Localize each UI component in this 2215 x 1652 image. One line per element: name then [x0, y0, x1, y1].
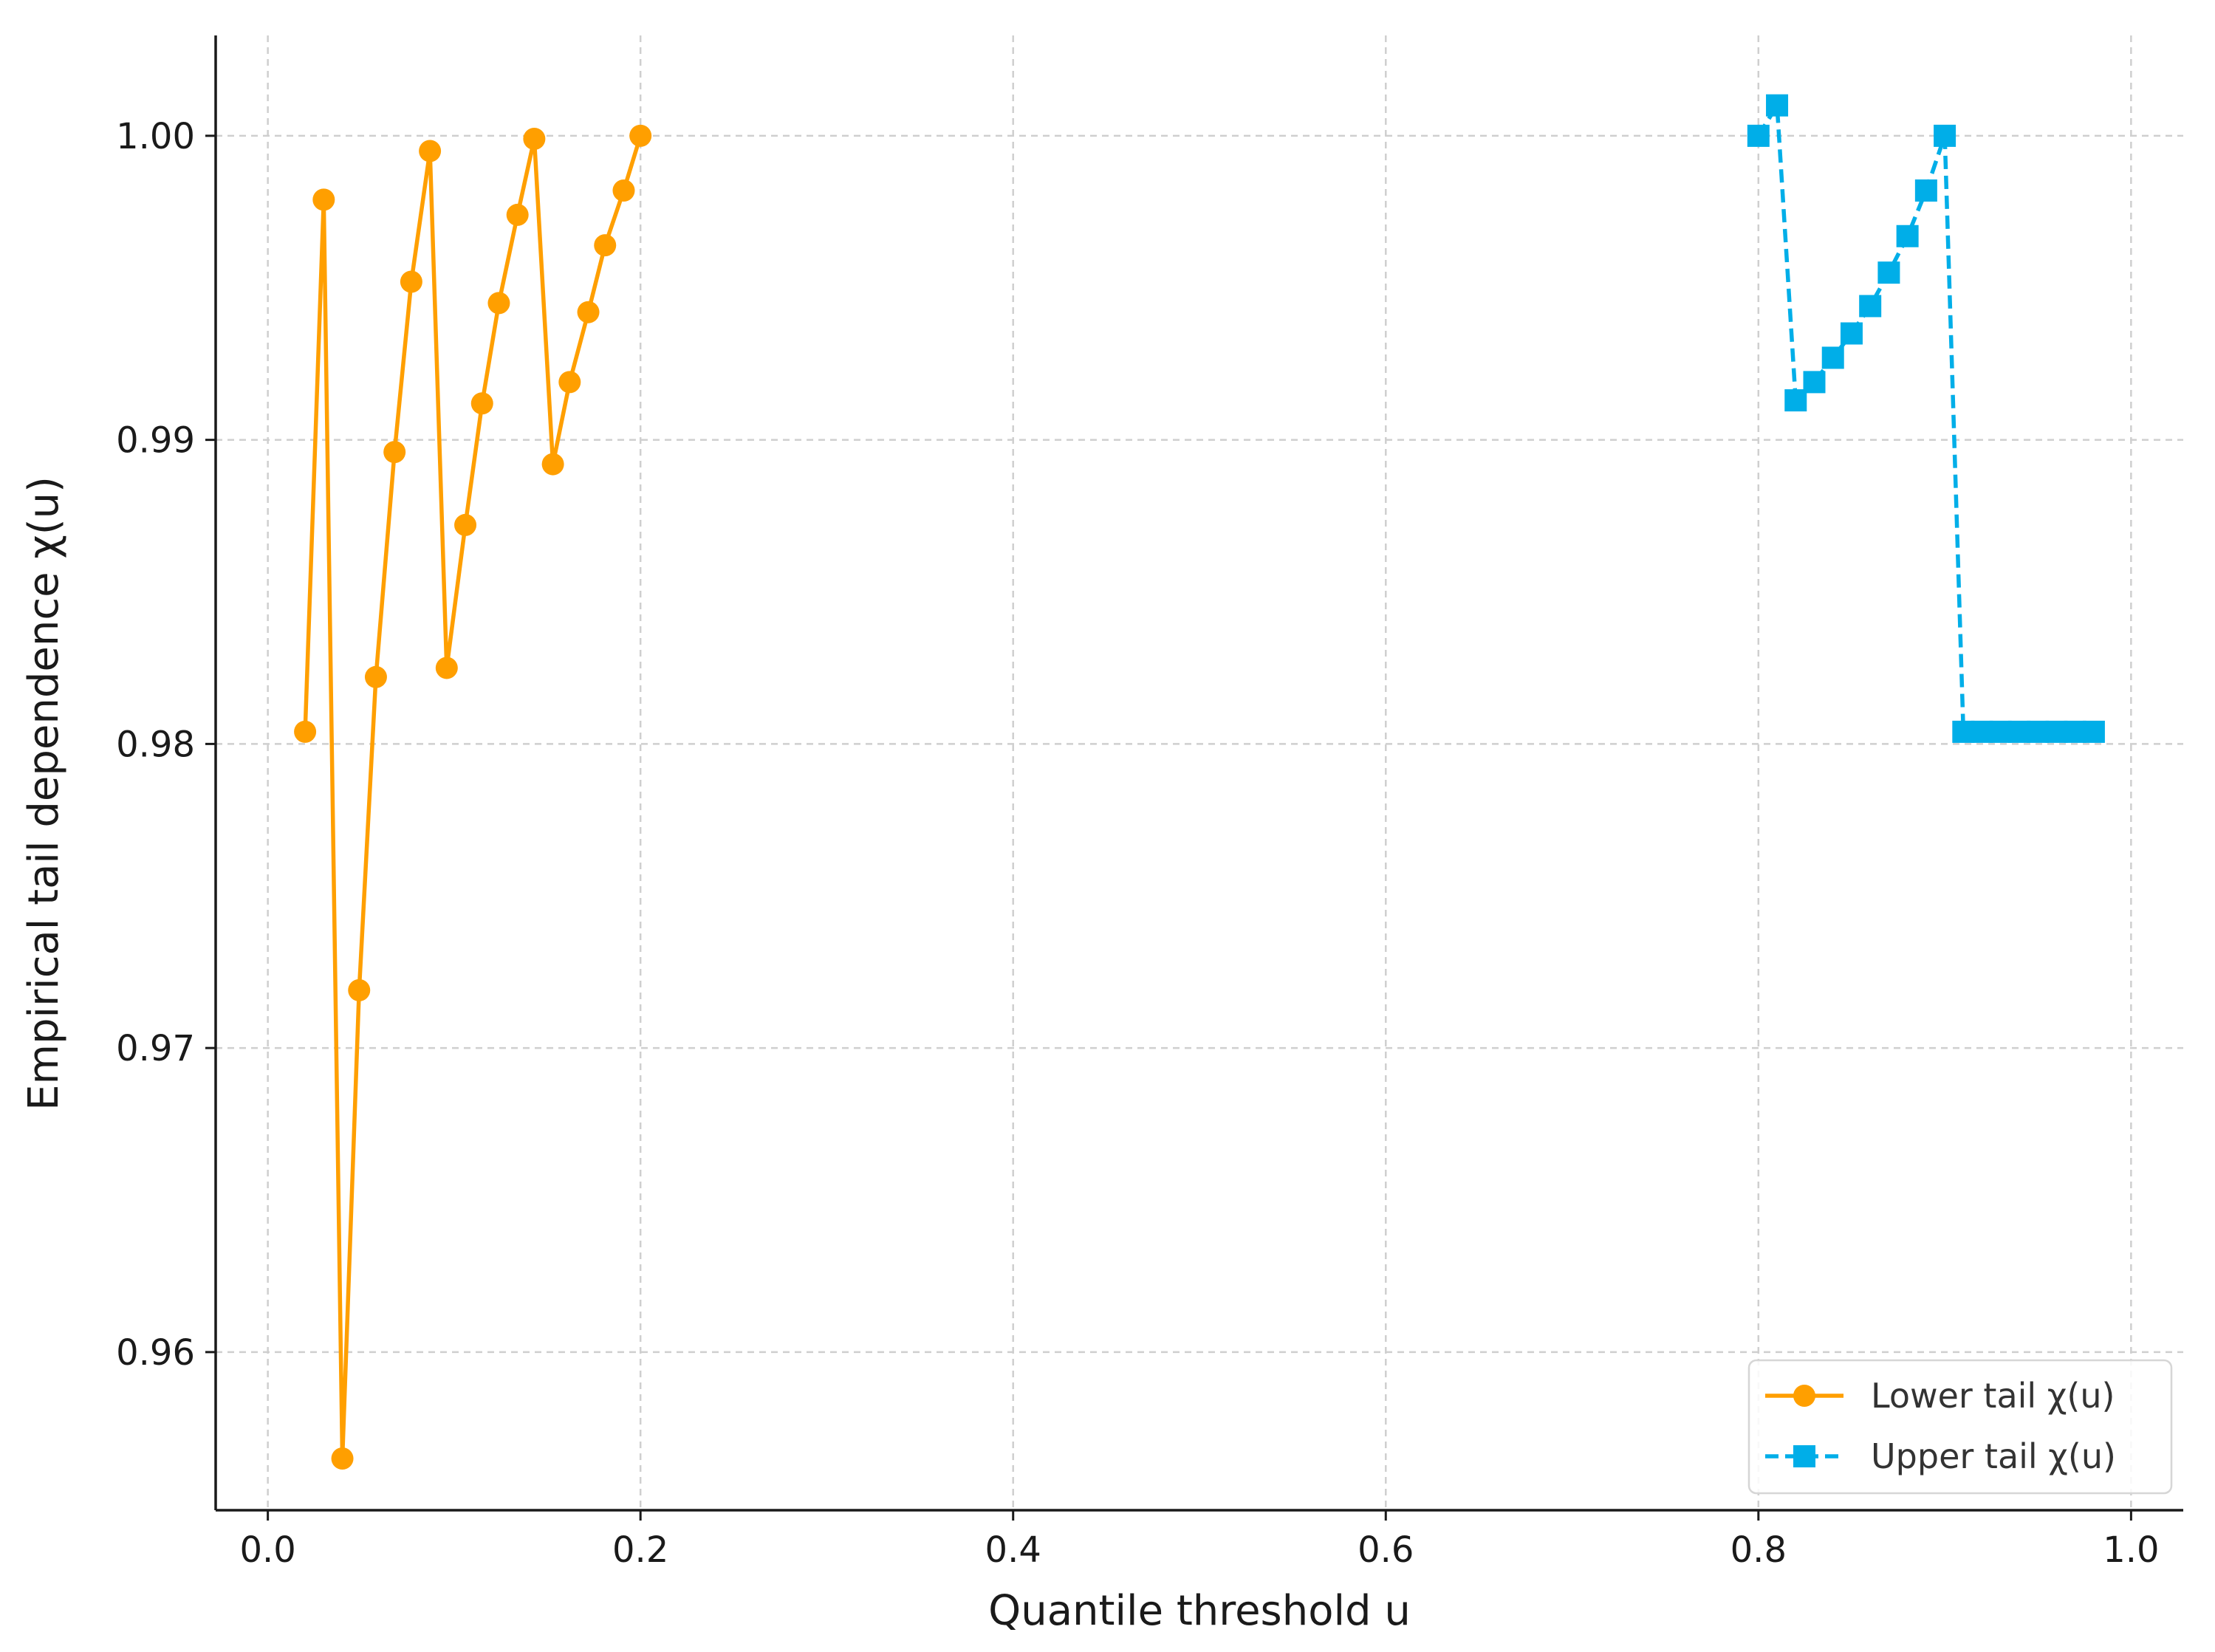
- x-tick-label: 0.8: [1730, 1529, 1787, 1571]
- data-point: [558, 371, 581, 394]
- x-tick-label: 0.6: [1358, 1529, 1414, 1571]
- data-point: [1914, 179, 1937, 202]
- data-point: [1989, 720, 2012, 743]
- legend-marker: [1793, 1385, 1815, 1407]
- series-lower-tail: [294, 124, 652, 1470]
- data-point: [1821, 346, 1844, 369]
- data-point: [1859, 295, 1882, 318]
- data-point: [1784, 389, 1807, 412]
- y-tick-label: 0.97: [116, 1028, 195, 1069]
- axes: [205, 35, 2183, 1521]
- data-point: [2064, 720, 2086, 743]
- data-point: [383, 441, 406, 464]
- grid-lines: [216, 35, 2183, 1510]
- data-point: [629, 124, 652, 147]
- data-point: [1896, 225, 1919, 247]
- legend-marker: [1793, 1445, 1815, 1467]
- tick-labels: 0.0 0.2 0.4 0.6 0.8 1.0 0.96 0.97 0.98 0.99 1.00: [116, 116, 2159, 1571]
- y-tick-label: 0.96: [116, 1332, 195, 1374]
- data-point: [419, 140, 442, 162]
- data-point: [348, 978, 371, 1001]
- data-point: [612, 179, 635, 202]
- data-point: [1840, 322, 1863, 345]
- legend-entry: Lower tail χ(u): [1765, 1376, 2115, 1416]
- x-tick-label: 0.2: [612, 1529, 668, 1571]
- legend: Lower tail χ(u) Upper tail χ(u): [1747, 1359, 2173, 1495]
- data-point: [1766, 94, 1789, 117]
- y-axis-label: Empirical tail dependence χ(u): [20, 476, 68, 1111]
- data-point: [454, 513, 477, 536]
- data-point: [1971, 720, 1993, 743]
- data-point: [594, 234, 617, 257]
- data-point: [331, 1447, 354, 1470]
- data-point: [1952, 720, 1975, 743]
- data-point: [1747, 124, 1770, 147]
- data-point: [312, 188, 335, 211]
- legend-label: Upper tail χ(u): [1871, 1436, 2116, 1476]
- data-point: [400, 270, 422, 293]
- legend-label: Lower tail χ(u): [1871, 1376, 2115, 1416]
- data-point: [487, 292, 510, 315]
- data-point: [506, 203, 529, 226]
- series-line: [303, 135, 643, 1461]
- data-point: [294, 720, 317, 743]
- data-point: [523, 127, 546, 150]
- y-tick-label: 0.99: [116, 420, 195, 462]
- data-point: [1934, 124, 1956, 147]
- data-point: [1877, 261, 1900, 284]
- x-axis-label: Quantile threshold u: [988, 1587, 1411, 1635]
- data-point: [2045, 720, 2068, 743]
- legend-entry: Upper tail χ(u): [1765, 1436, 2116, 1476]
- data-point: [1803, 371, 1826, 394]
- y-tick-label: 1.00: [116, 116, 195, 157]
- x-tick-label: 0.4: [985, 1529, 1041, 1571]
- data-point: [577, 301, 600, 323]
- series-layer: [294, 94, 2105, 1470]
- data-point: [541, 453, 564, 476]
- data-point: [2082, 720, 2105, 743]
- y-tick-label: 0.98: [116, 724, 195, 765]
- data-point: [470, 392, 493, 415]
- legend-box: [1747, 1359, 2173, 1495]
- series-upper-tail: [1747, 94, 2105, 743]
- x-tick-label: 1.0: [2103, 1529, 2159, 1571]
- data-point: [2027, 720, 2050, 743]
- data-point: [364, 665, 387, 688]
- data-point: [2008, 720, 2030, 743]
- x-tick-label: 0.0: [239, 1529, 295, 1571]
- data-point: [435, 657, 458, 679]
